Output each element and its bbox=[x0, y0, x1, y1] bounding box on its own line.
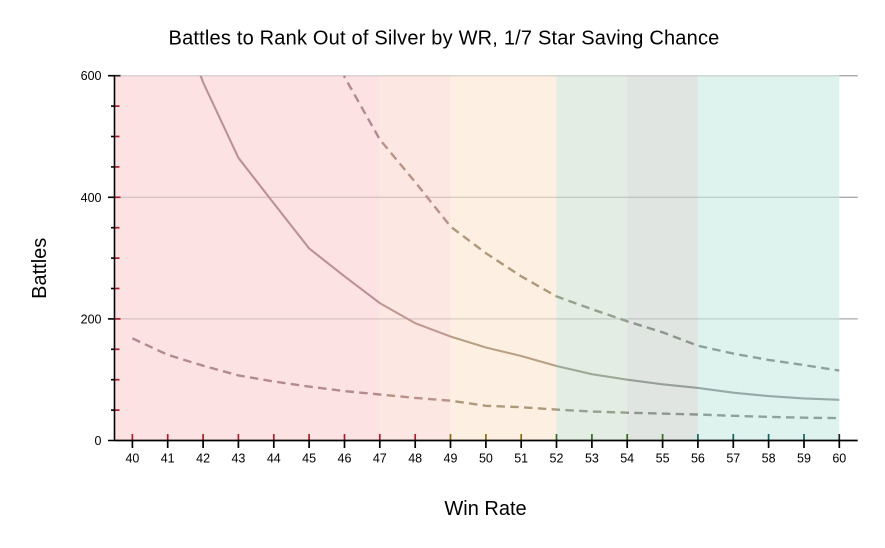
svg-text:0: 0 bbox=[95, 434, 102, 448]
svg-text:40: 40 bbox=[125, 452, 139, 466]
svg-text:200: 200 bbox=[81, 312, 102, 326]
svg-text:48: 48 bbox=[408, 452, 422, 466]
svg-text:57: 57 bbox=[726, 452, 740, 466]
svg-text:52: 52 bbox=[550, 452, 564, 466]
svg-text:44: 44 bbox=[267, 452, 281, 466]
svg-text:55: 55 bbox=[656, 452, 670, 466]
svg-text:47: 47 bbox=[373, 452, 387, 466]
svg-text:400: 400 bbox=[81, 191, 102, 205]
svg-text:56: 56 bbox=[691, 452, 705, 466]
svg-text:Battles: Battles bbox=[29, 238, 51, 299]
svg-text:59: 59 bbox=[797, 452, 811, 466]
svg-text:46: 46 bbox=[338, 452, 352, 466]
svg-text:49: 49 bbox=[444, 452, 458, 466]
svg-text:51: 51 bbox=[514, 452, 528, 466]
svg-text:53: 53 bbox=[585, 452, 599, 466]
svg-text:50: 50 bbox=[479, 452, 493, 466]
svg-text:Battles to Rank Out of Silver: Battles to Rank Out of Silver by WR, 1/7… bbox=[169, 28, 720, 50]
svg-text:42: 42 bbox=[196, 452, 210, 466]
svg-text:43: 43 bbox=[231, 452, 245, 466]
svg-text:600: 600 bbox=[81, 69, 102, 83]
svg-text:58: 58 bbox=[762, 452, 776, 466]
svg-text:41: 41 bbox=[161, 452, 175, 466]
svg-text:Win Rate: Win Rate bbox=[444, 498, 526, 520]
svg-text:45: 45 bbox=[302, 452, 316, 466]
svg-text:60: 60 bbox=[832, 452, 846, 466]
svg-text:54: 54 bbox=[620, 452, 634, 466]
